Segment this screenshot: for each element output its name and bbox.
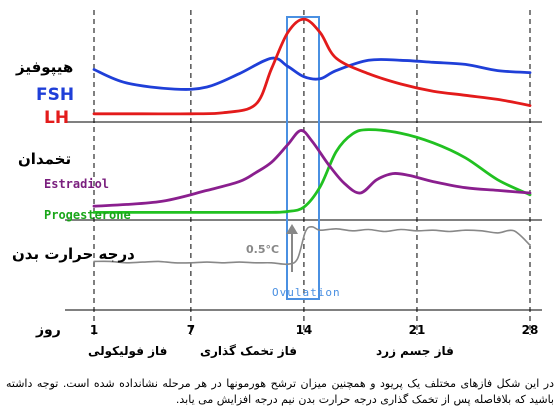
progesterone-curve bbox=[92, 128, 532, 214]
phase-follicular: فاز فولیکولی bbox=[88, 344, 168, 358]
temperature-curve bbox=[93, 226, 531, 266]
hormone-curves bbox=[92, 17, 532, 266]
fsh-curve bbox=[92, 56, 532, 91]
label-fsh: FSH bbox=[36, 85, 75, 105]
day-tick-labels: 1 7 14 21 28 bbox=[90, 323, 539, 337]
day-gridlines bbox=[93, 10, 531, 335]
label-temperature-rise: 0.5°C bbox=[246, 243, 280, 256]
estradiol-curve bbox=[92, 129, 532, 208]
day-label-14: 14 bbox=[296, 323, 313, 337]
temperature-rise-arrow bbox=[286, 224, 298, 272]
label-progesterone: Progesterone bbox=[44, 208, 131, 222]
label-estradiol: Estradiol bbox=[44, 177, 110, 191]
lh-curve bbox=[92, 17, 532, 116]
day-label-1: 1 bbox=[90, 323, 98, 337]
label-ovulation: Ovulation bbox=[272, 286, 341, 299]
label-ovary: تخمدان bbox=[18, 150, 72, 168]
label-lh: LH bbox=[44, 108, 70, 128]
phase-ovulation: فاز تخمک گذاری bbox=[200, 344, 298, 358]
day-label-21: 21 bbox=[409, 323, 426, 337]
phase-luteal: فاز جسم زرد bbox=[376, 344, 454, 358]
day-axis-title: روز bbox=[36, 322, 61, 338]
ovulation-highlight-box bbox=[286, 16, 320, 300]
figure-caption: در این شکل فازهای مختلف یک پریود و همچنی… bbox=[6, 377, 554, 406]
label-pituitary: هیپوفیز bbox=[16, 58, 74, 76]
label-body-temperature: درجه حرارت بدن bbox=[12, 245, 135, 263]
day-label-7: 7 bbox=[187, 323, 195, 337]
day-label-28: 28 bbox=[522, 323, 539, 337]
